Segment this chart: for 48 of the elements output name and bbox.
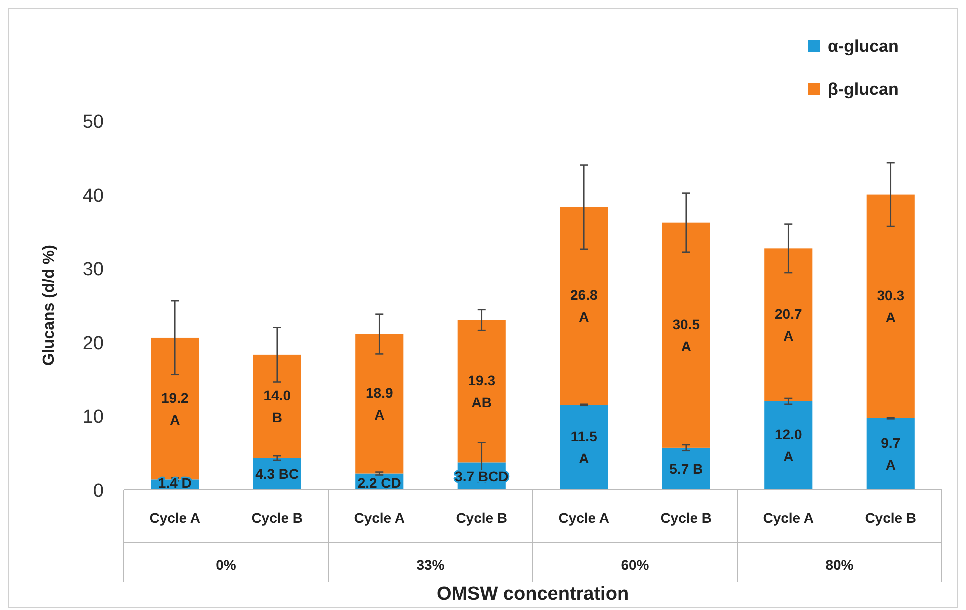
x-tick-label: Cycle A [354, 510, 406, 526]
bar [560, 207, 608, 406]
y-tick-label: 10 [82, 407, 104, 428]
text: 33% [416, 557, 446, 573]
bar [560, 405, 608, 490]
data-label: 18.9 A [366, 385, 394, 424]
data-label: 19.3 AB [468, 372, 496, 410]
bar [764, 401, 813, 490]
data-label: 4.3 BC [256, 466, 300, 482]
data-label: 19.2 A [162, 390, 189, 428]
y-tick-label: 20 [82, 333, 104, 354]
bar [662, 222, 710, 448]
y-tick-label: 50 [82, 112, 104, 133]
data-label: 12.0 A [775, 426, 802, 465]
data-label: 2.2 CD [358, 474, 402, 491]
x-axis-title: OMSW concentration [436, 584, 630, 605]
bar [151, 338, 200, 480]
text: 80% [826, 557, 854, 573]
data-label: 5.7 B [670, 460, 704, 477]
data-label: 11.5 A [570, 428, 598, 467]
y-tick-label: 30 [82, 260, 104, 281]
x-tick-label: Cycle A [558, 510, 610, 526]
data-label: 26.8 A [570, 287, 598, 326]
bar [866, 194, 915, 418]
data-label: 1.4 D [158, 475, 192, 491]
data-label: 9.7 A [881, 435, 901, 474]
bar [866, 418, 915, 490]
bar [764, 248, 813, 402]
y-tick-label: 40 [82, 186, 104, 207]
bar [458, 320, 506, 463]
data-label: 20.7 A [775, 306, 802, 344]
legend-label: β-glucan [828, 80, 899, 99]
text: 60% [621, 557, 650, 573]
x-tick-label: Cycle B [252, 510, 304, 526]
x-tick-label: Cycle B [660, 510, 712, 526]
x-tick-label: Cycle A [150, 510, 201, 526]
x-tick-label: Cycle B [456, 510, 508, 526]
x-tick-label: Cycle B [865, 510, 917, 526]
y-axis-title: Glucans (d/d %) [41, 245, 58, 366]
data-label: 30.5 A [672, 316, 700, 354]
text: 0% [216, 557, 237, 573]
data-label: 14.0 B [264, 388, 292, 426]
legend-label: α-glucan [828, 37, 899, 56]
x-tick-label: Cycle A [763, 510, 814, 526]
y-tick-label: 0 [93, 481, 104, 502]
bar [253, 354, 302, 458]
bar [356, 334, 404, 474]
data-label: 30.3 A [877, 288, 905, 326]
